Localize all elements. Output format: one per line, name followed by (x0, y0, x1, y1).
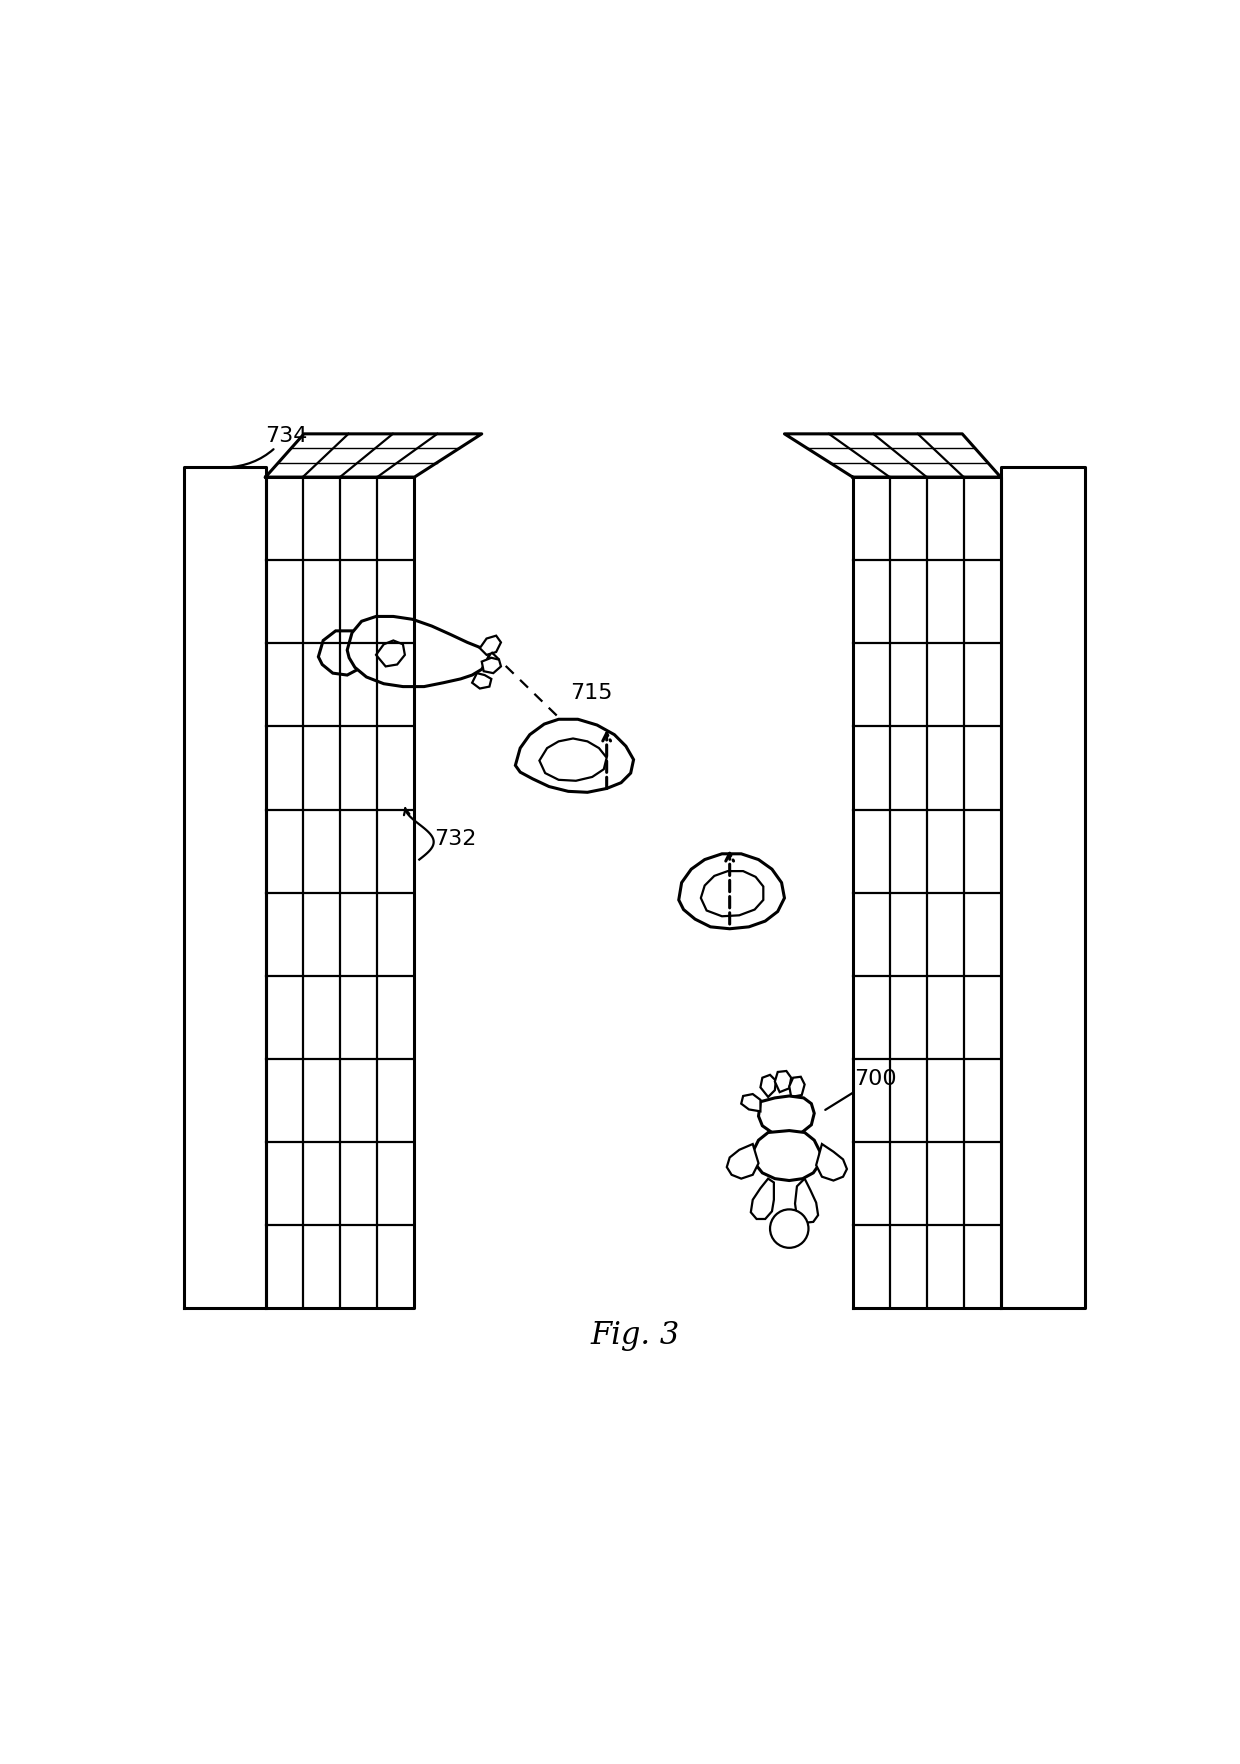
Polygon shape (701, 871, 764, 917)
Polygon shape (678, 854, 785, 930)
Text: 700: 700 (826, 1069, 898, 1110)
Text: Fig. 3: Fig. 3 (591, 1319, 680, 1349)
Polygon shape (727, 1145, 759, 1178)
Text: 732: 732 (434, 829, 476, 848)
Polygon shape (759, 1097, 815, 1136)
Polygon shape (751, 1178, 774, 1219)
Polygon shape (760, 1076, 776, 1097)
Polygon shape (347, 617, 490, 688)
Polygon shape (753, 1131, 820, 1180)
Polygon shape (376, 640, 404, 667)
Polygon shape (742, 1094, 760, 1111)
Polygon shape (816, 1145, 847, 1180)
Circle shape (770, 1210, 808, 1249)
Polygon shape (795, 1178, 818, 1222)
Polygon shape (472, 674, 491, 690)
Polygon shape (481, 658, 501, 674)
Polygon shape (480, 637, 501, 656)
Text: 734: 734 (227, 425, 308, 467)
Polygon shape (789, 1078, 805, 1097)
Polygon shape (319, 632, 368, 676)
Polygon shape (516, 720, 634, 792)
Polygon shape (539, 739, 606, 781)
Polygon shape (775, 1071, 791, 1092)
Text: 715: 715 (570, 683, 613, 702)
